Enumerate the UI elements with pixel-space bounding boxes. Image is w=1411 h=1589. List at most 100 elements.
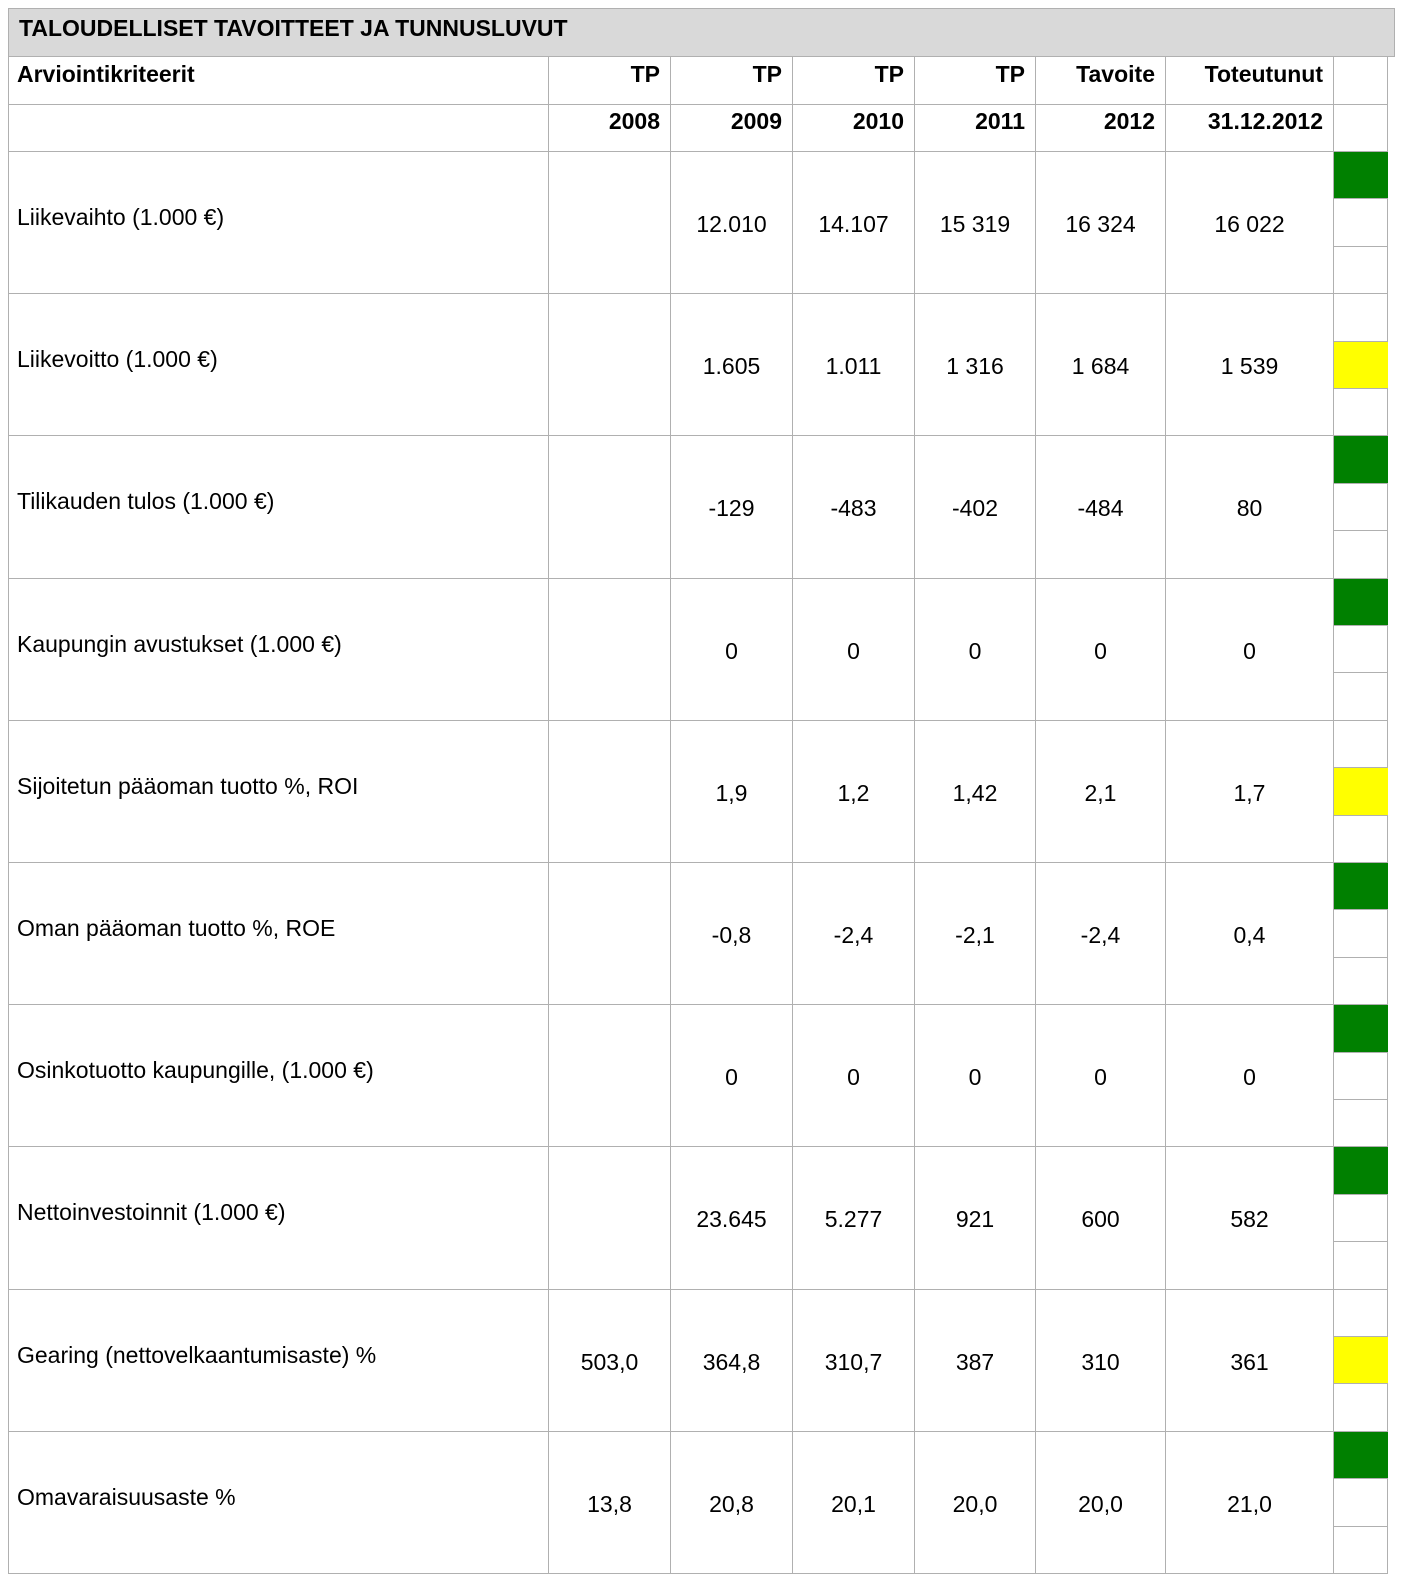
header-cell: 2011 (915, 104, 1036, 152)
value-cell: 23.645 (671, 1147, 793, 1290)
value-cell: -0,8 (671, 863, 793, 1006)
table-title: TALOUDELLISET TAVOITTEET JA TUNNUSLUVUT (8, 8, 1395, 57)
status-indicator (1334, 721, 1388, 769)
status-indicator (1334, 294, 1388, 342)
row-label: Tilikauden tulos (1.000 €) (8, 436, 549, 579)
value-cell: 20,0 (915, 1431, 1036, 1574)
status-indicator (1334, 958, 1388, 1006)
status-indicator (1334, 910, 1388, 958)
status-indicator (1334, 1100, 1388, 1148)
row-label: Omavaraisuusaste % (8, 1431, 549, 1574)
header-cell (8, 104, 549, 152)
status-indicator (1334, 199, 1388, 247)
value-cell (549, 1005, 671, 1148)
status-indicator (1334, 1431, 1388, 1480)
status-indicator (1334, 1147, 1388, 1195)
value-cell (549, 578, 671, 721)
value-cell: 0 (915, 1005, 1036, 1148)
status-indicator (1334, 673, 1388, 721)
header-cell: 2010 (793, 104, 915, 152)
value-cell: 600 (1036, 1147, 1166, 1290)
value-cell: -129 (671, 436, 793, 579)
value-cell: 921 (915, 1147, 1036, 1290)
status-indicator (1334, 578, 1388, 626)
value-cell: 0,4 (1166, 863, 1334, 1006)
status-indicator (1334, 1053, 1388, 1100)
header-cell: 2008 (549, 104, 671, 152)
value-cell: 21,0 (1166, 1431, 1334, 1574)
header-cell: TP (915, 57, 1036, 105)
value-cell: 2,1 (1036, 720, 1166, 863)
status-indicator (1334, 1479, 1388, 1527)
value-cell (549, 1147, 671, 1290)
header-cell: TP (793, 57, 915, 105)
value-cell: 16 324 (1036, 152, 1166, 295)
status-indicator (1334, 816, 1388, 863)
header-cell: TP (671, 57, 793, 105)
row-label: Nettoinvestoinnit (1.000 €) (8, 1147, 549, 1290)
value-cell: -483 (793, 436, 915, 579)
row-label: Liikevaihto (1.000 €) (8, 152, 549, 295)
value-cell: 361 (1166, 1289, 1334, 1432)
status-indicator (1334, 1005, 1388, 1053)
value-cell: 16 022 (1166, 152, 1334, 295)
status-indicator (1334, 626, 1388, 674)
value-cell: 1 316 (915, 294, 1036, 437)
value-cell: 1.605 (671, 294, 793, 437)
status-indicator (1334, 247, 1388, 295)
status-indicator (1334, 1242, 1388, 1290)
value-cell: -2,4 (793, 863, 915, 1006)
value-cell (549, 863, 671, 1006)
status-indicator (1334, 768, 1388, 816)
status-indicator (1334, 531, 1388, 579)
row-label: Sijoitetun pääoman tuotto %, ROI (8, 720, 549, 863)
row-label: Gearing (nettovelkaantumisaste) % (8, 1289, 549, 1432)
value-cell: 0 (1166, 1005, 1334, 1148)
value-cell (549, 720, 671, 863)
status-indicator (1334, 484, 1388, 532)
header-cell: TP (549, 57, 671, 105)
value-cell: 5.277 (793, 1147, 915, 1290)
value-cell: -402 (915, 436, 1036, 579)
header-cell: Toteutunut (1166, 57, 1334, 105)
value-cell: 1,7 (1166, 720, 1334, 863)
value-cell (549, 436, 671, 579)
row-label: Osinkotuotto kaupungille, (1.000 €) (8, 1005, 549, 1148)
value-cell: 1,42 (915, 720, 1036, 863)
header-cell: 2009 (671, 104, 793, 152)
value-cell: 1,2 (793, 720, 915, 863)
status-indicator (1334, 1195, 1388, 1243)
value-cell: 14.107 (793, 152, 915, 295)
value-cell (549, 152, 671, 295)
value-cell: 0 (671, 578, 793, 721)
value-cell: 364,8 (671, 1289, 793, 1432)
value-cell: 1.011 (793, 294, 915, 437)
status-indicator (1334, 389, 1388, 437)
value-cell: 0 (671, 1005, 793, 1148)
value-cell: 1 684 (1036, 294, 1166, 437)
value-cell: 0 (1166, 578, 1334, 721)
value-cell: 13,8 (549, 1431, 671, 1574)
row-label: Kaupungin avustukset (1.000 €) (8, 578, 549, 721)
status-indicator (1334, 863, 1388, 911)
value-cell: 582 (1166, 1147, 1334, 1290)
status-header (1334, 104, 1388, 152)
value-cell: 20,0 (1036, 1431, 1166, 1574)
value-cell: 0 (1036, 1005, 1166, 1148)
value-cell: 20,1 (793, 1431, 915, 1574)
value-cell: -2,1 (915, 863, 1036, 1006)
status-indicator (1334, 341, 1388, 389)
value-cell: 0 (915, 578, 1036, 721)
value-cell: 310 (1036, 1289, 1166, 1432)
status-indicator (1334, 1290, 1388, 1337)
value-cell: 503,0 (549, 1289, 671, 1432)
value-cell: -484 (1036, 436, 1166, 579)
value-cell: 1 539 (1166, 294, 1334, 437)
value-cell: 0 (793, 578, 915, 721)
value-cell: 387 (915, 1289, 1036, 1432)
status-indicator (1334, 1527, 1388, 1574)
status-indicator (1334, 1384, 1388, 1432)
value-cell: 15 319 (915, 152, 1036, 295)
value-cell: 0 (793, 1005, 915, 1148)
